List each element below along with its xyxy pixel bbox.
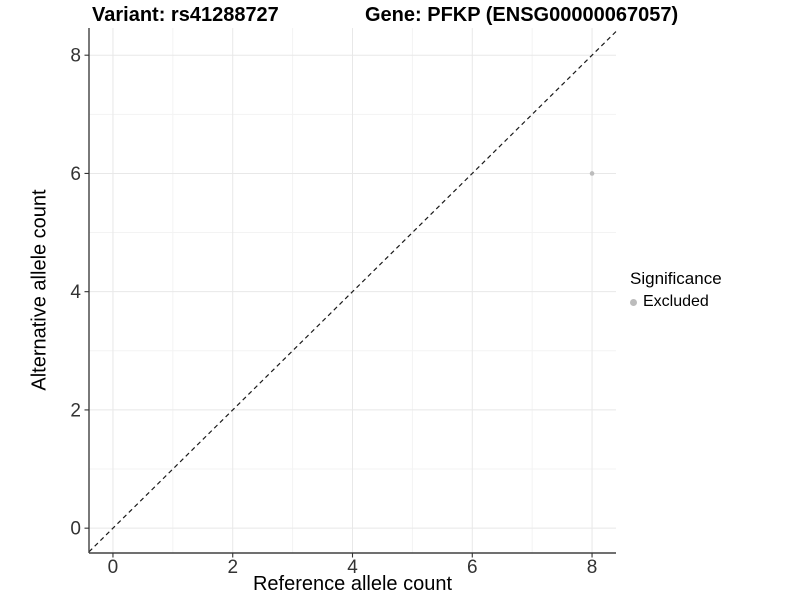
y-tick-label: 4: [70, 282, 81, 303]
legend-item-label: Excluded: [643, 293, 709, 310]
legend-item: Excluded: [630, 293, 722, 311]
data-point: [589, 171, 595, 176]
x-tick-label: 0: [108, 557, 119, 578]
x-tick-label: 4: [347, 557, 358, 578]
y-axis-title: Alternative allele count: [28, 189, 51, 391]
plot-title-variant: Variant: rs41288727: [92, 4, 279, 26]
y-tick-label: 2: [70, 400, 81, 421]
legend-point-icon: [630, 298, 637, 306]
plot-title-gene: Gene: PFKP (ENSG00000067057): [365, 4, 679, 26]
legend-items: Excluded: [630, 293, 722, 311]
x-axis-title: Reference allele count: [252, 573, 452, 595]
x-tick-label: 6: [467, 557, 478, 578]
y-tick-label: 8: [70, 46, 81, 67]
x-tick-label: 8: [587, 557, 598, 578]
x-tick-label: 2: [227, 557, 238, 578]
identity-dashed-line: [88, 31, 617, 553]
y-tick-label: 6: [70, 164, 81, 185]
y-tick-label: 0: [70, 519, 81, 540]
legend: Significance Excluded: [630, 269, 722, 311]
legend-title: Significance: [630, 269, 722, 288]
